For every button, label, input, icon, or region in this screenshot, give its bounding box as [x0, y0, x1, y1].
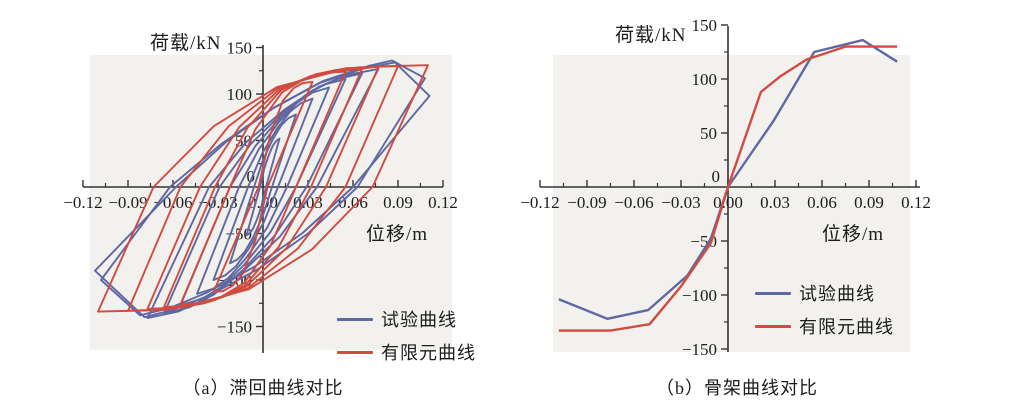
tick-label: 0.00: [713, 193, 743, 212]
tick-label: 0.12: [428, 193, 458, 212]
tick-label: 0.12: [901, 193, 931, 212]
tick-label: 150: [227, 39, 253, 58]
tick-label: −0.06: [614, 193, 653, 212]
plot-panel: [553, 55, 910, 352]
legend-item-test-curve: 试验曲线: [755, 280, 894, 306]
caption-b: （b）骨架曲线对比: [656, 378, 818, 398]
legend-label-test-curve: 试验曲线: [381, 310, 457, 330]
tick-label: −0.12: [63, 193, 102, 212]
legend-b: 试验曲线 有限元曲线: [755, 280, 894, 339]
test-curve-swatch: [337, 317, 373, 321]
chart-b: −0.12 −0.09 −0.06 −0.03 0.00 0.03 0.06 0.09 0.12…: [520, 16, 931, 359]
legend-label-test-curve: 试验曲线: [799, 284, 875, 304]
tick-label: 0.09: [383, 193, 413, 212]
tick-label: −150: [682, 340, 717, 359]
y-axis-title-b: 荷载/kN: [615, 25, 687, 46]
hysteresis-loop: [212, 80, 314, 294]
tick-label: 100: [227, 85, 253, 104]
legend-item-test-curve: 试验曲线: [337, 306, 476, 332]
x-axis-title-a: 位移/m: [366, 224, 429, 245]
tick-label: −0.12: [520, 193, 559, 212]
tick-label: 0.09: [854, 193, 884, 212]
tick-label: −100: [682, 286, 717, 305]
tick-label: 50: [700, 124, 717, 143]
legend-label-fe-curve: 有限元曲线: [381, 343, 476, 363]
tick-label: −0.03: [198, 193, 237, 212]
tick-label: −0.03: [661, 193, 700, 212]
hysteresis-loop: [97, 64, 429, 313]
tick-label: 100: [692, 70, 718, 89]
test-curve-swatch: [755, 291, 791, 295]
skeleton-line: [558, 45, 898, 332]
chart-a: −0.12 −0.09 −0.06 −0.03 0.00 0.03 0.06 0.09 0.12…: [63, 39, 458, 353]
hysteresis-loop: [245, 137, 281, 237]
hysteresis-loop: [100, 61, 431, 317]
tick-label: 0.03: [760, 193, 790, 212]
legend-item-fe-curve: 有限元曲线: [755, 313, 894, 339]
fe-curve-swatch: [337, 350, 373, 354]
tick-label: 0: [712, 167, 721, 186]
fe-curve: [97, 64, 429, 313]
fe-curve: [558, 45, 898, 332]
x-axis-title-b: 位移/m: [822, 224, 885, 245]
hysteresis-loop: [127, 65, 399, 312]
tick-label: −0.09: [108, 193, 147, 212]
tick-label: −0.09: [567, 193, 606, 212]
tick-label: 0.03: [293, 193, 323, 212]
legend-item-fe-curve: 有限元曲线: [337, 339, 476, 365]
tick-label: 0.06: [807, 193, 837, 212]
hysteresis-loop: [229, 113, 297, 265]
legend-a: 试验曲线 有限元曲线: [337, 306, 476, 365]
caption-a: （a）滞回曲线对比: [182, 378, 344, 398]
legend-label-fe-curve: 有限元曲线: [799, 317, 894, 337]
hysteresis-loop: [212, 97, 314, 281]
tick-label: −150: [217, 318, 252, 337]
tick-label: 150: [692, 16, 718, 35]
fe-curve-swatch: [755, 324, 791, 328]
y-axis-title-a: 荷载/kN: [150, 33, 222, 54]
hysteresis-loop: [146, 67, 380, 320]
tick-label: 0: [247, 167, 256, 186]
